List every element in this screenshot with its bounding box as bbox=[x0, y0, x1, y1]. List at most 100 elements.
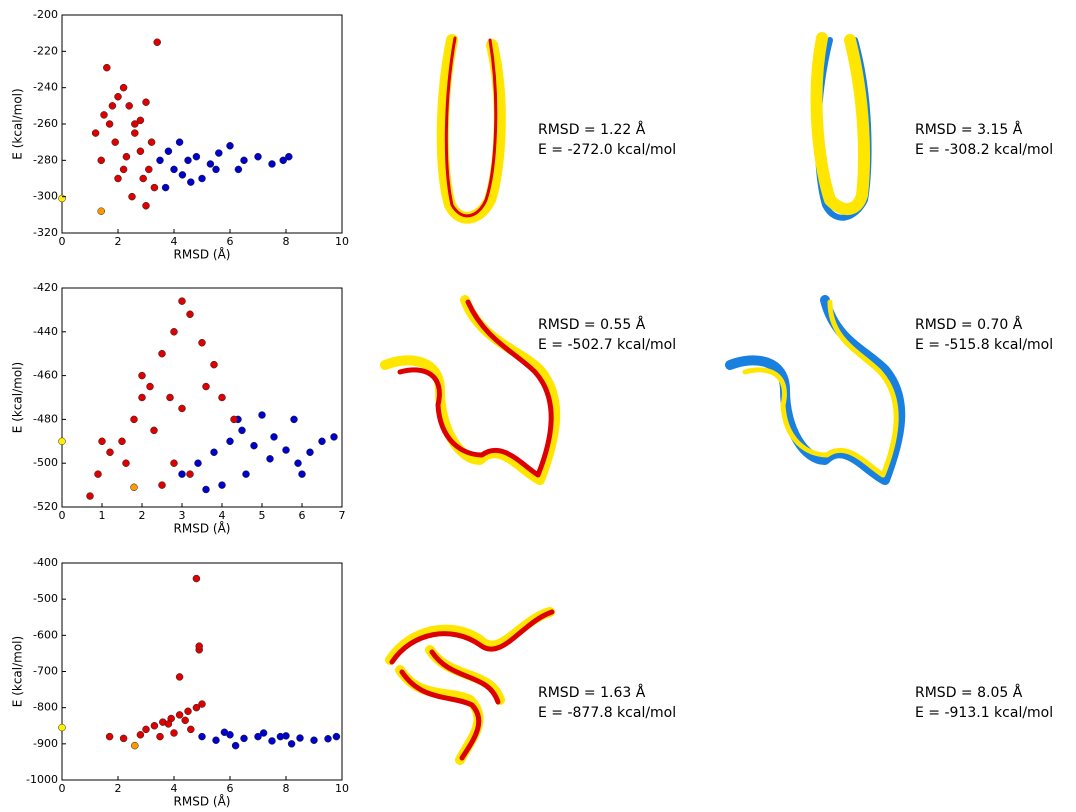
point bbox=[187, 471, 194, 478]
point bbox=[59, 195, 66, 202]
rmsd-label: RMSD = 0.70 Å bbox=[915, 316, 1023, 333]
y-axis-label: E (kcal/mol) bbox=[11, 636, 25, 707]
x-tick-label: 5 bbox=[259, 509, 266, 522]
rmsd-label: RMSD = 1.22 Å bbox=[538, 121, 646, 138]
point bbox=[269, 160, 276, 167]
point bbox=[307, 449, 314, 456]
y-tick-label: -200 bbox=[33, 8, 58, 21]
x-tick-label: 2 bbox=[139, 509, 146, 522]
point bbox=[199, 701, 206, 708]
point bbox=[269, 737, 276, 744]
point bbox=[95, 471, 102, 478]
point bbox=[176, 711, 183, 718]
point bbox=[235, 166, 242, 173]
y-axis-label: E (kcal/mol) bbox=[11, 88, 25, 159]
point bbox=[221, 729, 228, 736]
point bbox=[241, 157, 248, 164]
point bbox=[211, 361, 218, 368]
rmsd-label: RMSD = 0.55 Å bbox=[538, 316, 646, 333]
y-tick-label: -240 bbox=[33, 81, 58, 94]
energy-label: E = -877.8 kcal/mol bbox=[538, 705, 676, 721]
point bbox=[131, 130, 138, 137]
point bbox=[112, 139, 119, 146]
point bbox=[171, 166, 178, 173]
point bbox=[255, 153, 262, 160]
point bbox=[147, 383, 154, 390]
point bbox=[325, 735, 332, 742]
point bbox=[137, 148, 144, 155]
point bbox=[299, 471, 306, 478]
point bbox=[182, 717, 189, 724]
point bbox=[203, 383, 210, 390]
figure: 0246810-320-300-280-260-240-220-200RMSD … bbox=[0, 0, 1076, 812]
rmsd-label: RMSD = 1.63 Å bbox=[538, 684, 646, 701]
point bbox=[157, 733, 164, 740]
point bbox=[154, 39, 161, 46]
point bbox=[151, 722, 158, 729]
point bbox=[131, 416, 138, 423]
point bbox=[195, 460, 202, 467]
point bbox=[176, 139, 183, 146]
point bbox=[159, 482, 166, 489]
point bbox=[333, 733, 340, 740]
point bbox=[101, 111, 108, 118]
x-tick-label: 2 bbox=[115, 782, 122, 795]
point bbox=[171, 460, 178, 467]
point bbox=[207, 160, 214, 167]
y-tick-label: -1000 bbox=[26, 773, 58, 786]
point bbox=[109, 102, 116, 109]
point bbox=[98, 157, 105, 164]
point bbox=[239, 427, 246, 434]
point bbox=[331, 433, 338, 440]
point bbox=[219, 482, 226, 489]
point bbox=[260, 729, 267, 736]
y-tick-label: -260 bbox=[33, 117, 58, 130]
y-tick-label: -300 bbox=[33, 190, 58, 203]
point bbox=[115, 93, 122, 100]
x-tick-label: 7 bbox=[339, 509, 346, 522]
ribbon bbox=[745, 302, 896, 475]
x-tick-label: 4 bbox=[171, 235, 178, 248]
point bbox=[297, 735, 304, 742]
x-tick-label: 0 bbox=[59, 782, 66, 795]
y-tick-label: -480 bbox=[33, 412, 58, 425]
point bbox=[187, 726, 194, 733]
x-tick-label: 0 bbox=[59, 509, 66, 522]
x-tick-label: 8 bbox=[283, 235, 290, 248]
point bbox=[120, 84, 127, 91]
point bbox=[179, 405, 186, 412]
point bbox=[59, 438, 66, 445]
point bbox=[251, 442, 258, 449]
x-tick-label: 10 bbox=[335, 782, 349, 795]
point bbox=[171, 729, 178, 736]
energy-label: E = -913.1 kcal/mol bbox=[915, 705, 1053, 721]
x-tick-label: 4 bbox=[219, 509, 226, 522]
x-tick-label: 8 bbox=[283, 782, 290, 795]
point bbox=[139, 394, 146, 401]
point bbox=[232, 742, 239, 749]
point bbox=[140, 175, 147, 182]
point bbox=[99, 438, 106, 445]
point bbox=[277, 733, 284, 740]
point bbox=[137, 117, 144, 124]
point bbox=[129, 193, 136, 200]
point bbox=[157, 157, 164, 164]
point bbox=[92, 130, 99, 137]
y-tick-label: -400 bbox=[33, 556, 58, 569]
point bbox=[211, 449, 218, 456]
point bbox=[295, 460, 302, 467]
point bbox=[106, 733, 113, 740]
y-tick-label: -600 bbox=[33, 628, 58, 641]
point bbox=[162, 184, 169, 191]
point bbox=[196, 643, 203, 650]
y-tick-label: -800 bbox=[33, 701, 58, 714]
rmsd-label: RMSD = 3.15 Å bbox=[915, 121, 1023, 138]
point bbox=[171, 328, 178, 335]
point bbox=[187, 311, 194, 318]
point bbox=[227, 142, 234, 149]
point bbox=[271, 433, 278, 440]
point bbox=[143, 99, 150, 106]
energy-label: E = -308.2 kcal/mol bbox=[915, 142, 1053, 158]
x-tick-label: 4 bbox=[171, 782, 178, 795]
energy-label: E = -515.8 kcal/mol bbox=[915, 337, 1053, 353]
